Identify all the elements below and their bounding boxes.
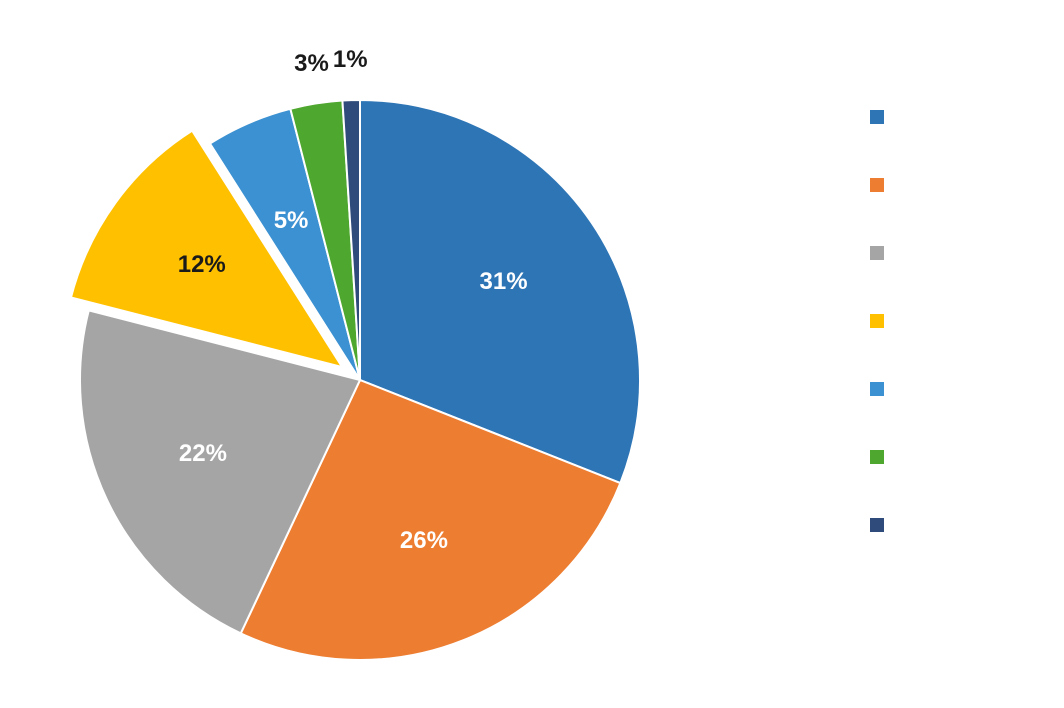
pie-chart-svg — [0, 0, 1064, 703]
legend-swatch — [870, 246, 884, 260]
legend-item — [870, 246, 884, 260]
legend-item — [870, 382, 884, 396]
legend-swatch — [870, 110, 884, 124]
legend-swatch — [870, 382, 884, 396]
legend-swatch — [870, 314, 884, 328]
slice-label: 31% — [480, 268, 528, 296]
legend-item — [870, 314, 884, 328]
legend-item — [870, 178, 884, 192]
legend-swatch — [870, 518, 884, 532]
slice-label: 3% — [294, 50, 329, 78]
slice-label: 1% — [333, 46, 368, 74]
slice-label: 5% — [274, 207, 309, 235]
legend-item — [870, 450, 884, 464]
slice-label: 26% — [400, 527, 448, 555]
pie-chart-container: 31% 26% 22% 12% 5% 3%1% — [0, 0, 1064, 703]
slice-label: 12% — [178, 251, 226, 279]
legend-item — [870, 110, 884, 124]
legend-swatch — [870, 178, 884, 192]
legend — [870, 110, 884, 532]
legend-item — [870, 518, 884, 532]
slice-label: 22% — [179, 440, 227, 468]
legend-swatch — [870, 450, 884, 464]
